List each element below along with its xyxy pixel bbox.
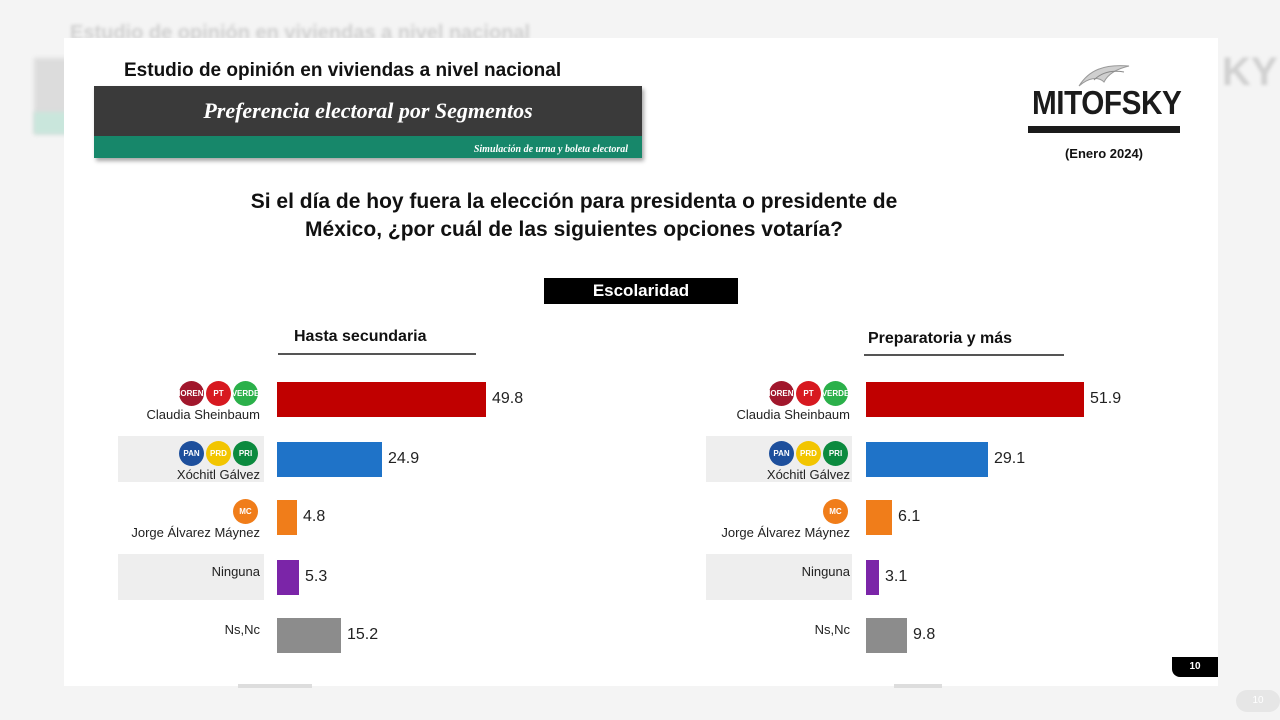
category-label: Jorge Álvarez Máynez [721,525,850,540]
category-label: Ninguna [211,564,260,579]
category-label: Ninguna [801,564,850,579]
category-label: Claudia Sheinbaum [146,407,260,422]
bar-sheinbaum [277,382,486,417]
category-label: Ns,Nc [224,622,260,637]
mc-party-logo-icon: MC [823,499,848,524]
pan-party-logo-icon: PAN [179,441,204,466]
morena-party-logo-icon: MORENA [174,381,209,406]
prd-party-logo-icon: PRD [796,441,821,466]
pan-party-logo-icon: PAN [769,441,794,466]
pt-party-logo-icon: PT [796,381,821,406]
bar-value-label: 5.3 [305,568,328,585]
bar-galvez [866,442,988,477]
category-label: Claudia Sheinbaum [736,407,850,422]
category-label: Ns,Nc [814,622,850,637]
bar-nsnc [277,618,341,653]
survey-question: Si el día de hoy fuera la elección para … [194,188,954,244]
panel-title-hasta-secundaria: Hasta secundaria [294,328,427,345]
pvem-party-logo-icon: VERDE [232,381,259,406]
segment-label: Escolaridad [544,278,738,304]
row-background [118,554,264,600]
party-logos: MORENA PT VERDE [764,381,849,406]
bar-value-label: 3.1 [885,568,908,585]
party-logos: MORENA PT VERDE [174,381,259,406]
pri-party-logo-icon: PRI [233,441,258,466]
panel-title-rule [278,353,476,355]
background-ghost-logo: KY [1222,50,1278,94]
axis-stub [894,684,942,688]
logo-tagline-band [1028,126,1180,133]
bar-nsnc [866,618,907,653]
row-background [706,554,852,600]
bar-value-label: 9.8 [913,626,936,643]
bar-value-label: 49.8 [492,390,524,407]
eagle-icon [1078,65,1130,87]
bar-value-label: 4.8 [303,508,326,525]
morena-party-logo-icon: MORENA [764,381,799,406]
mc-party-logo-icon: MC [233,499,258,524]
bar-value-label: 51.9 [1090,390,1122,407]
panel-title-rule [864,354,1064,356]
bar-galvez [277,442,382,477]
bar-ninguna [866,560,879,595]
axis-stub [238,684,312,688]
prd-party-logo-icon: PRD [206,441,231,466]
banner-subtitle: Simulación de urna y boleta electoral [473,144,628,155]
category-label: Jorge Álvarez Máynez [131,525,260,540]
bar-maynez [277,500,297,535]
bar-ninguna [277,560,299,595]
banner-strip: Simulación de urna y boleta electoral [94,136,642,158]
category-label: Xóchitl Gálvez [176,467,260,482]
party-logos: PAN PRD PRI [769,441,848,466]
bar-value-label: 29.1 [994,450,1026,467]
pt-party-logo-icon: PT [206,381,231,406]
party-logos: PAN PRD PRI [179,441,258,466]
bar-value-label: 24.9 [388,450,420,467]
banner-title: Preferencia electoral por Segmentos [203,98,533,123]
bar-value-label: 6.1 [898,508,921,525]
question-line-1: Si el día de hoy fuera la elección para … [250,190,898,213]
mitofsky-logo: MITOFSKY (Enero 2024) [1024,62,1184,162]
page-number: 10 [1172,657,1218,677]
party-logos: MC [823,499,848,524]
bar-value-label: 15.2 [347,626,379,643]
study-title: Estudio de opinión en viviendas a nivel … [124,60,562,81]
logo-wordmark: MITOFSKY [1032,84,1182,121]
banner: Preferencia electoral por Segmentos Simu… [94,86,642,158]
bar-sheinbaum [866,382,1084,417]
background-ghost-page-number: 10 [1236,690,1280,712]
question-line-2: México, ¿por cuál de las siguientes opci… [305,218,843,241]
survey-date: (Enero 2024) [1064,146,1144,161]
panel-title-preparatoria: Preparatoria y más [868,330,1013,347]
bar-maynez [866,500,892,535]
category-label: Xóchitl Gálvez [766,467,850,482]
party-logos: MC [233,499,258,524]
pvem-party-logo-icon: VERDE [822,381,849,406]
slide: Estudio de opinión en viviendas a nivel … [64,38,1218,688]
pri-party-logo-icon: PRI [823,441,848,466]
